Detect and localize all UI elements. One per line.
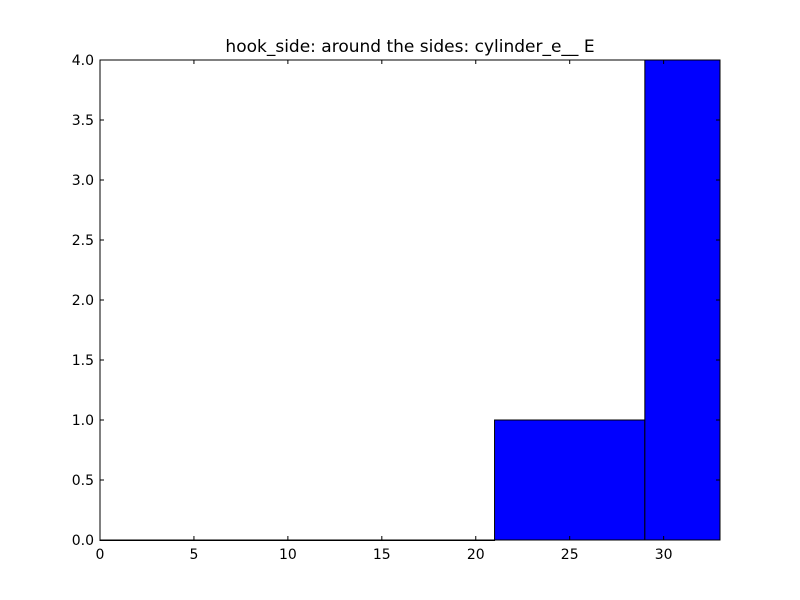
y-tick-label: 3.5 — [72, 113, 94, 129]
y-tick-label: 3.0 — [72, 173, 94, 189]
x-tick-label: 20 — [467, 547, 485, 563]
x-axis-ticks: 0 5 10 15 20 25 30 — [96, 60, 673, 563]
y-tick-label: 1.5 — [72, 353, 94, 369]
histogram-bar-3 — [494, 419, 646, 541]
y-tick-label: 2.0 — [72, 293, 94, 309]
y-tick-label: 1.0 — [72, 413, 94, 429]
x-tick-label: 15 — [373, 547, 391, 563]
y-tick-label: 2.5 — [72, 233, 94, 249]
x-tick-label: 5 — [189, 547, 198, 563]
x-tick-label: 0 — [96, 547, 105, 563]
x-tick-label: 25 — [561, 547, 579, 563]
x-tick-label: 10 — [279, 547, 297, 563]
plot-frame — [99, 59, 721, 541]
x-tick-label: 30 — [655, 547, 673, 563]
y-tick-label: 4.0 — [72, 53, 94, 69]
y-tick-label: 0.0 — [72, 533, 94, 549]
y-axis-ticks: 0.0 0.5 1.0 1.5 2.0 2.5 3.0 3.5 4.0 — [72, 53, 720, 549]
y-tick-label: 0.5 — [72, 473, 94, 489]
chart-title: hook_side: around the sides: cylinder_e_… — [225, 37, 594, 57]
bars-group — [99, 59, 721, 541]
histogram-bar-4 — [644, 59, 721, 541]
